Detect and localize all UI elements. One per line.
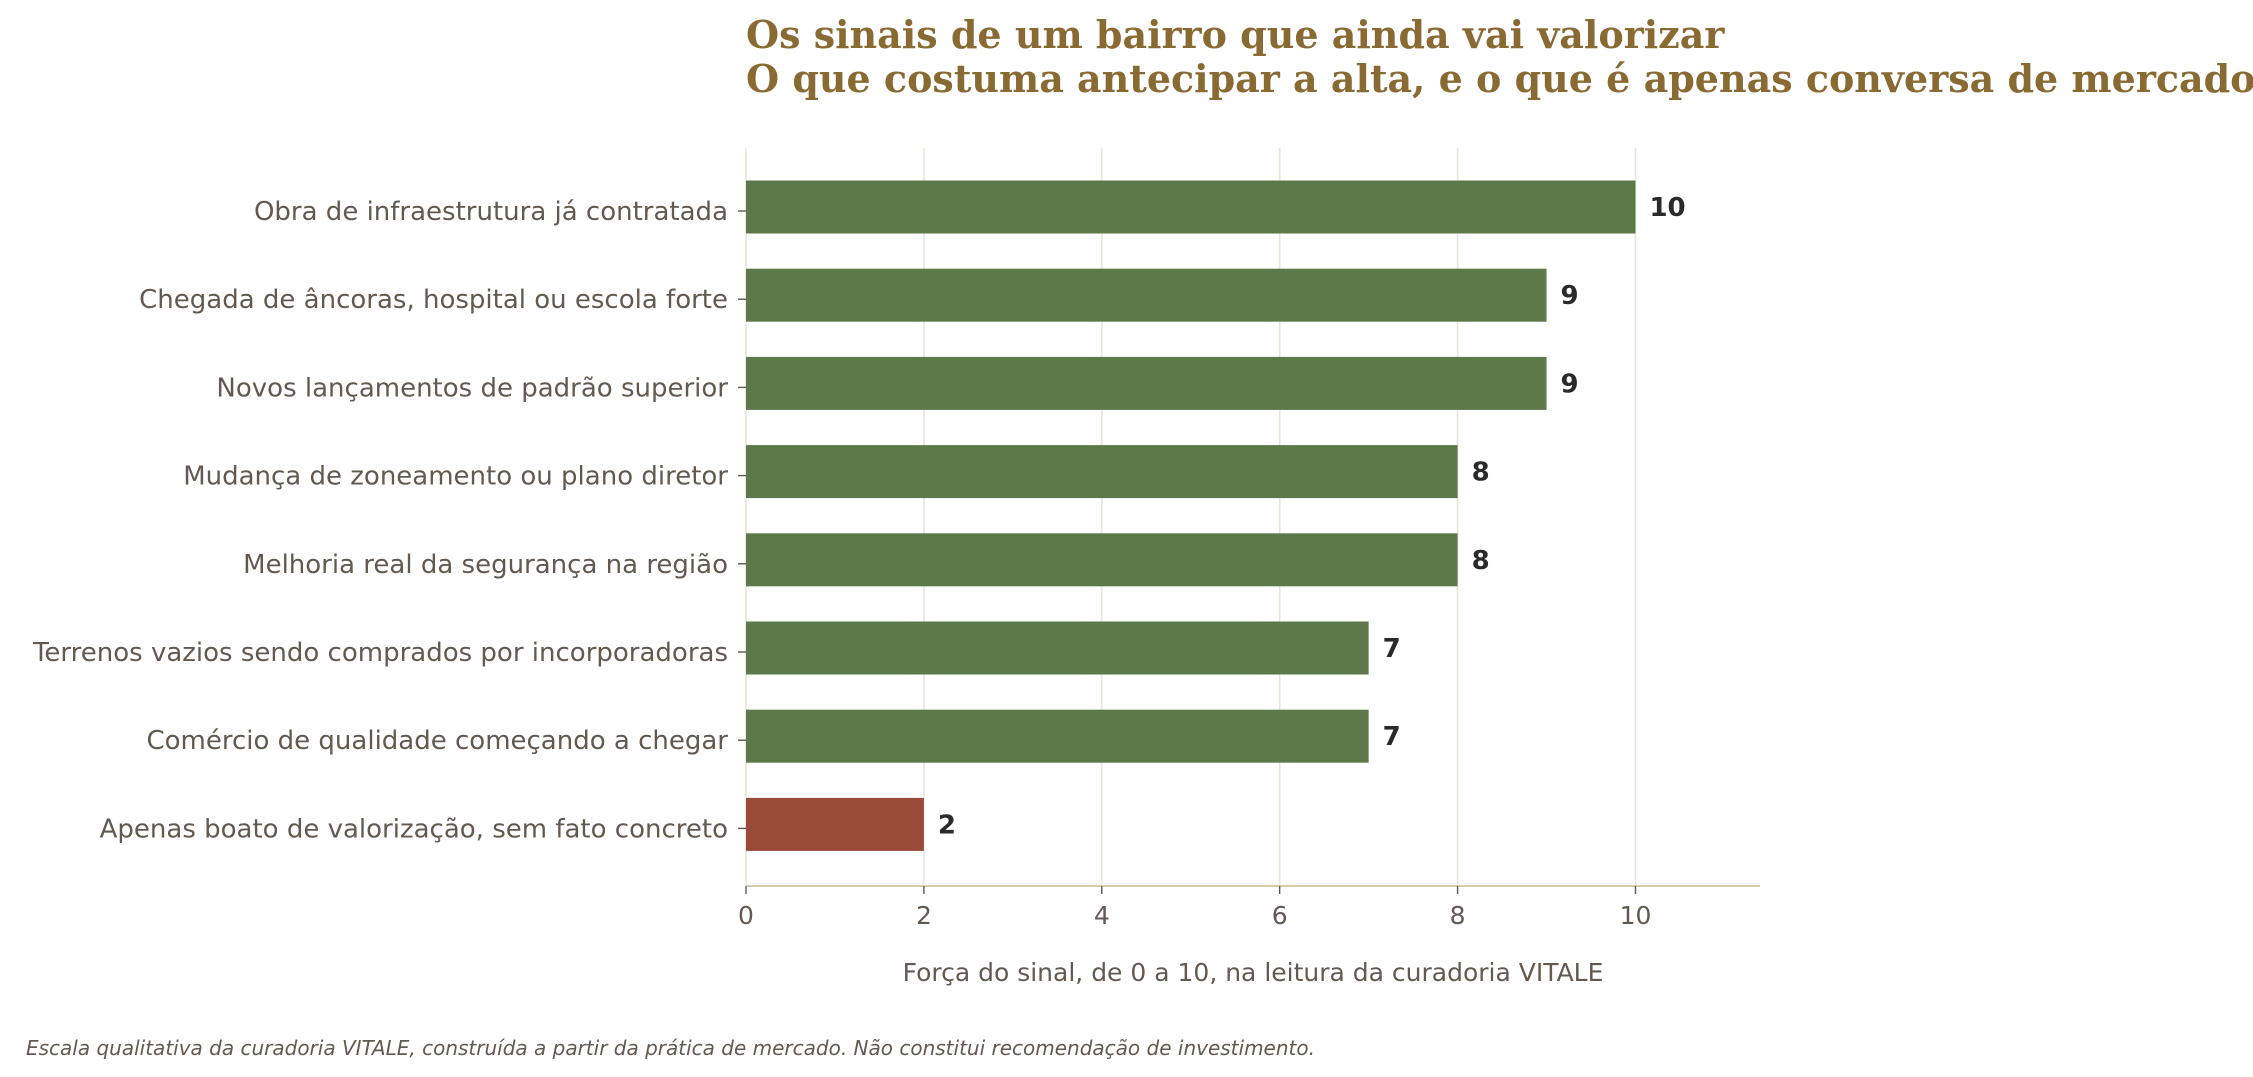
bar: [746, 709, 1369, 763]
gridlines: [745, 148, 1637, 886]
category-label: Obra de infraestrutura já contratada: [254, 197, 728, 227]
x-tick-label: 8: [1450, 901, 1466, 930]
x-tick-label: 2: [916, 901, 932, 930]
value-label: 10: [1649, 193, 1685, 223]
value-label: 2: [938, 810, 956, 840]
chart-subtitle: O que costuma antecipar a alta, e o que …: [746, 56, 2253, 101]
bars: [746, 180, 1636, 851]
bar: [746, 356, 1547, 410]
bar: [746, 797, 924, 851]
category-label: Melhoria real da segurança na região: [243, 550, 728, 580]
x-tick-label: 4: [1094, 901, 1110, 930]
bar: [746, 533, 1458, 587]
value-label: 9: [1561, 281, 1579, 311]
value-label: 8: [1472, 458, 1490, 488]
x-tick-label: 10: [1620, 901, 1652, 930]
x-axis-title: Força do sinal, de 0 a 10, na leitura da…: [903, 958, 1604, 987]
bar: [746, 445, 1458, 499]
category-label: Chegada de âncoras, hospital ou escola f…: [139, 285, 728, 315]
category-label: Mudança de zoneamento ou plano diretor: [183, 462, 728, 492]
value-label: 7: [1383, 634, 1401, 664]
x-tick-label: 6: [1272, 901, 1288, 930]
chart-title: Os sinais de um bairro que ainda vai val…: [746, 12, 1725, 57]
category-label: Novos lançamentos de padrão superior: [216, 373, 728, 403]
bar: [746, 621, 1369, 675]
category-label: Terrenos vazios sendo comprados por inco…: [32, 638, 728, 668]
footnote: Escala qualitativa da curadoria VITALE, …: [26, 1036, 1315, 1060]
value-labels: 10 9 9 8 8 7 7 2: [938, 193, 1686, 840]
x-tick-label: 0: [738, 901, 754, 930]
value-label: 7: [1383, 722, 1401, 752]
category-label: Comércio de qualidade começando a chegar: [146, 726, 728, 756]
value-label: 8: [1472, 546, 1490, 576]
value-label: 9: [1561, 369, 1579, 399]
bar: [746, 180, 1636, 234]
bar: [746, 268, 1547, 322]
category-labels: Obra de infraestrutura já contratada Cheg…: [32, 197, 728, 844]
category-label: Apenas boato de valorização, sem fato co…: [100, 814, 728, 844]
x-axis: 0 2 4 6 8 10: [738, 210, 1760, 930]
